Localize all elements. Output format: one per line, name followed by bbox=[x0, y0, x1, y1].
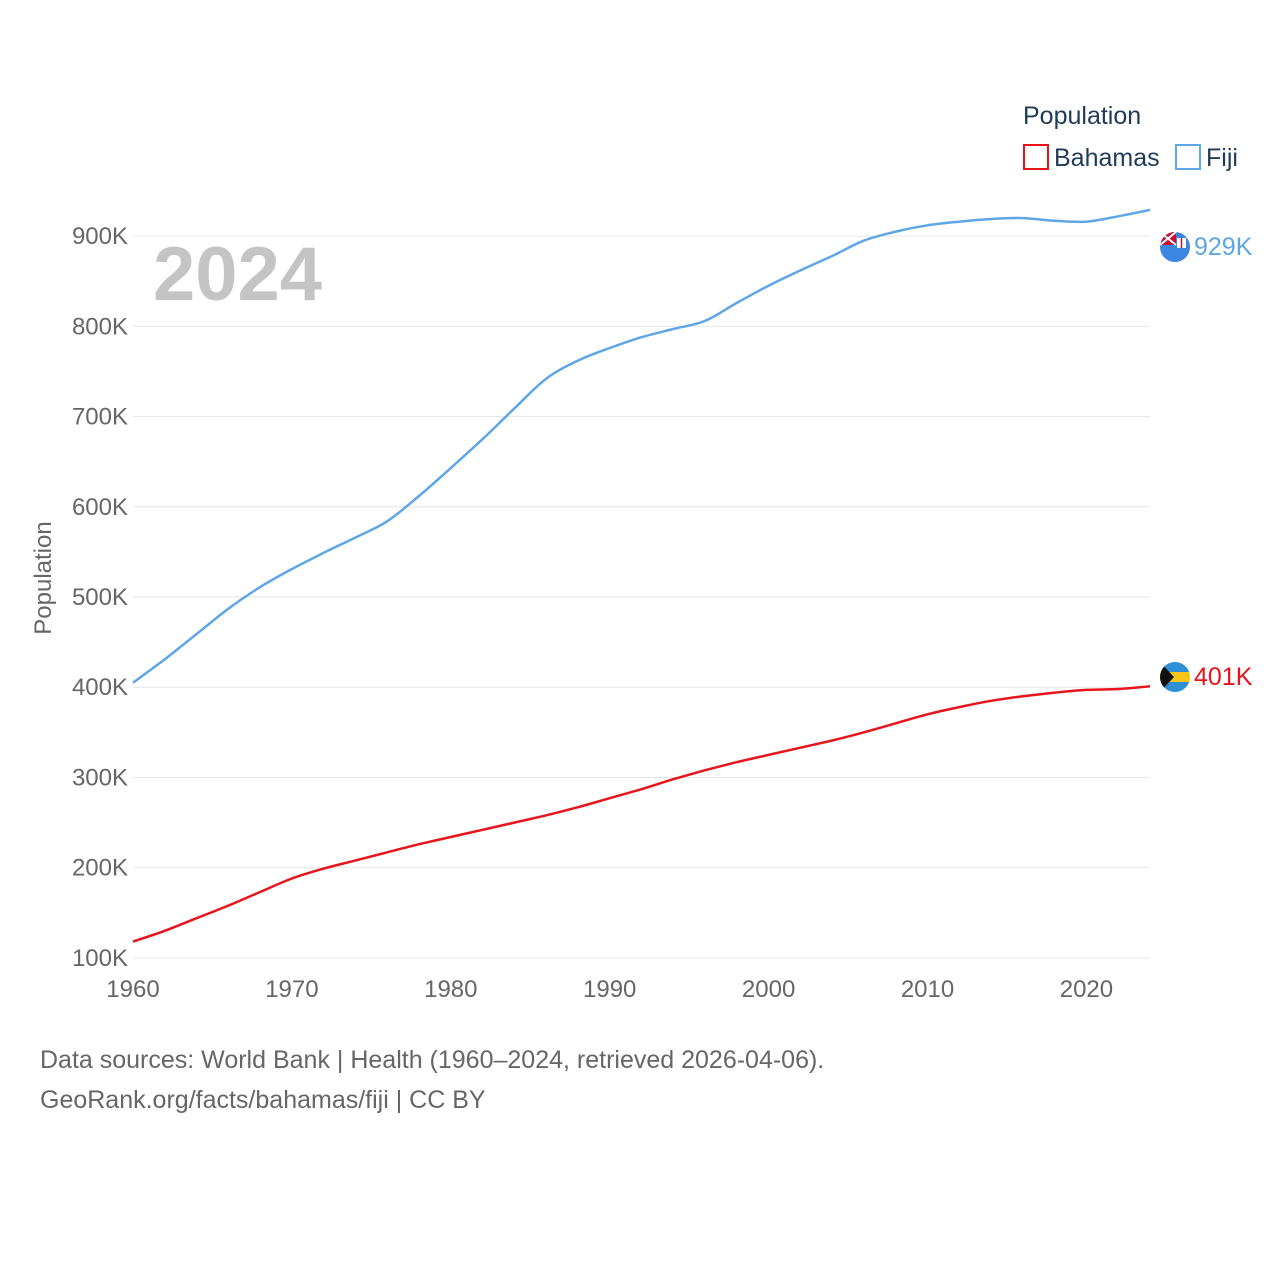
x-tick-label: 1960 bbox=[106, 976, 159, 1003]
y-tick-label: 900K bbox=[72, 223, 128, 250]
legend: Population Bahamas Fiji bbox=[1023, 102, 1238, 172]
x-tick-label: 1980 bbox=[424, 976, 477, 1003]
legend-title: Population bbox=[1023, 102, 1141, 130]
legend-swatch-bahamas bbox=[1023, 144, 1049, 170]
end-label-bahamas: 401K bbox=[1194, 663, 1253, 691]
source-line-2: GeoRank.org/facts/bahamas/fiji | CC BY bbox=[40, 1086, 486, 1114]
fiji-flag-icon bbox=[1160, 232, 1190, 262]
y-tick-label: 600K bbox=[72, 494, 128, 521]
year-label: 2024 bbox=[153, 232, 322, 317]
y-tick-label: 800K bbox=[72, 313, 128, 340]
series-line-fiji bbox=[132, 208, 1151, 684]
x-tick-label: 2010 bbox=[901, 976, 954, 1003]
y-tick-label: 500K bbox=[72, 584, 128, 611]
legend-label-bahamas: Bahamas bbox=[1054, 144, 1160, 172]
series-line-bahamas bbox=[132, 685, 1151, 943]
end-label-fiji: 929K bbox=[1194, 233, 1253, 261]
legend-item-fiji[interactable]: Fiji bbox=[1175, 144, 1238, 172]
y-axis-ticks: 100K 200K 300K 400K 500K 600K 700K 800K 900K bbox=[72, 223, 128, 972]
x-tick-label: 1990 bbox=[583, 976, 636, 1003]
legend-label-fiji: Fiji bbox=[1206, 144, 1238, 172]
y-tick-label: 200K bbox=[72, 855, 128, 882]
x-tick-label: 2020 bbox=[1060, 976, 1113, 1003]
gridlines bbox=[133, 235, 1150, 959]
source-line-1: Data sources: World Bank | Health (1960–… bbox=[40, 1046, 825, 1074]
legend-swatch-fiji bbox=[1175, 144, 1201, 170]
source-note: Data sources: World Bank | Health (1960–… bbox=[40, 1040, 824, 1120]
y-tick-label: 400K bbox=[72, 674, 128, 701]
y-tick-label: 300K bbox=[72, 764, 128, 791]
bahamas-flag-icon bbox=[1160, 662, 1190, 692]
series-lines bbox=[132, 208, 1151, 943]
x-tick-label: 2000 bbox=[742, 976, 795, 1003]
x-axis-ticks: 1960 1970 1980 1990 2000 2010 2020 bbox=[106, 976, 1113, 1003]
y-tick-label: 100K bbox=[72, 945, 128, 972]
y-axis-title: Population bbox=[30, 521, 57, 634]
y-tick-label: 700K bbox=[72, 404, 128, 431]
x-tick-label: 1970 bbox=[265, 976, 318, 1003]
legend-item-bahamas[interactable]: Bahamas bbox=[1023, 144, 1160, 172]
